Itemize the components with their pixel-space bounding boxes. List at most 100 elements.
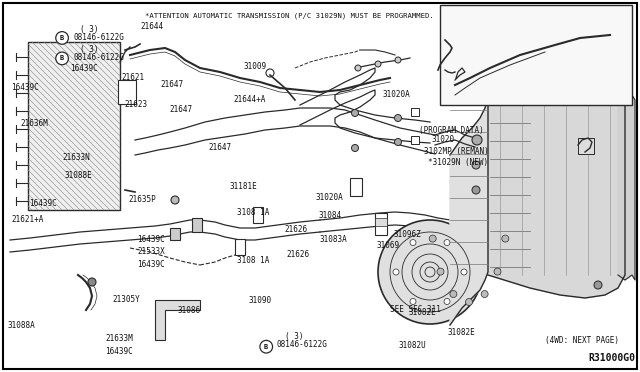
Circle shape [88,278,96,286]
Circle shape [450,291,457,298]
Circle shape [481,291,488,298]
Text: (4WD: NEXT PAGE): (4WD: NEXT PAGE) [545,336,619,344]
Circle shape [394,138,401,145]
Circle shape [444,298,450,304]
Circle shape [395,57,401,63]
Text: 08146-6122G: 08146-6122G [276,340,327,349]
Circle shape [351,144,358,151]
Text: ( 3): ( 3) [80,45,99,54]
Polygon shape [488,78,625,298]
Circle shape [494,268,501,275]
Circle shape [444,240,450,246]
Bar [350,178,362,196]
Bar [170,228,180,240]
Polygon shape [450,100,488,325]
Text: 16439C: 16439C [106,347,133,356]
Text: 31083A: 31083A [320,235,348,244]
Text: 21647: 21647 [160,80,183,89]
Text: ( 3): ( 3) [80,25,99,33]
Bar [375,213,387,235]
Text: 21635P: 21635P [128,195,156,204]
Text: 21644: 21644 [141,22,164,31]
Text: R31000G0: R31000G0 [588,353,635,363]
Text: 31090: 31090 [248,296,271,305]
Circle shape [393,269,399,275]
Text: 21621: 21621 [122,73,145,82]
Polygon shape [155,300,200,340]
Circle shape [429,235,436,242]
Text: 21533X: 21533X [138,247,165,256]
Text: 31084: 31084 [319,211,342,219]
Bar [235,239,245,255]
Text: 21621+A: 21621+A [12,215,44,224]
Bar [118,80,136,104]
Text: SEE SEC.311: SEE SEC.311 [390,305,441,314]
Text: *31029N (NEW): *31029N (NEW) [428,158,488,167]
Text: 31088E: 31088E [64,171,92,180]
Circle shape [355,65,361,71]
Text: 3108 1A: 3108 1A [237,208,269,217]
Text: 08146-6122G: 08146-6122G [74,53,124,62]
Circle shape [266,69,274,77]
Circle shape [472,161,480,169]
Circle shape [410,298,416,304]
Circle shape [394,115,401,122]
Text: 21626: 21626 [287,250,310,259]
Circle shape [502,235,509,242]
Bar [440,5,632,105]
Text: 21647: 21647 [208,143,231,152]
Text: 21633N: 21633N [63,153,90,162]
Bar [192,218,202,232]
Bar [253,207,263,223]
Text: 31069: 31069 [376,241,399,250]
Circle shape [437,268,444,275]
Circle shape [56,32,68,44]
Circle shape [351,109,358,116]
Text: *ATTENTION AUTOMATIC TRANSMISSION (P/C 31029N) MUST BE PROGRAMMED.: *ATTENTION AUTOMATIC TRANSMISSION (P/C 3… [145,12,434,19]
Bar [578,138,594,154]
Bar [28,42,120,210]
Text: 31020: 31020 [432,135,455,144]
Text: 31009: 31009 [243,62,266,71]
Circle shape [410,240,416,246]
Bar [411,136,419,144]
Circle shape [378,220,482,324]
Circle shape [375,61,381,67]
Text: 31082E: 31082E [408,308,436,317]
Text: 16439C: 16439C [70,64,98,73]
Text: 3102MP (REMAN): 3102MP (REMAN) [424,147,488,156]
Bar [411,108,419,116]
Text: (PROGRAM DATA): (PROGRAM DATA) [419,126,484,135]
Text: 31020A: 31020A [383,90,410,99]
Circle shape [461,269,467,275]
Polygon shape [618,95,635,280]
Bar [375,218,387,226]
Text: 16439C: 16439C [138,260,165,269]
Text: 21633M: 21633M [106,334,133,343]
Circle shape [472,186,480,194]
Text: 16439C: 16439C [138,235,165,244]
Circle shape [465,298,472,305]
Text: 21305Y: 21305Y [112,295,140,304]
Text: 3108 1A: 3108 1A [237,256,269,265]
Circle shape [260,340,273,353]
Text: 31086: 31086 [178,306,201,315]
Text: 31088A: 31088A [8,321,35,330]
Text: 21647: 21647 [170,105,193,114]
Text: 16439C: 16439C [29,199,56,208]
Text: 08146-6122G: 08146-6122G [74,33,124,42]
Text: 31181E: 31181E [229,182,257,190]
Text: 31096Z: 31096Z [394,230,421,239]
Text: B: B [60,35,64,41]
Text: 21636M: 21636M [20,119,48,128]
Text: 21626: 21626 [285,225,308,234]
Text: 16439C: 16439C [12,83,39,92]
Text: B: B [264,344,268,350]
Circle shape [472,135,482,145]
Text: B: B [60,55,64,61]
Text: 21644+A: 21644+A [234,95,266,104]
Circle shape [56,52,68,65]
Text: 31020A: 31020A [316,193,343,202]
Text: 31082U: 31082U [398,341,426,350]
Circle shape [594,281,602,289]
